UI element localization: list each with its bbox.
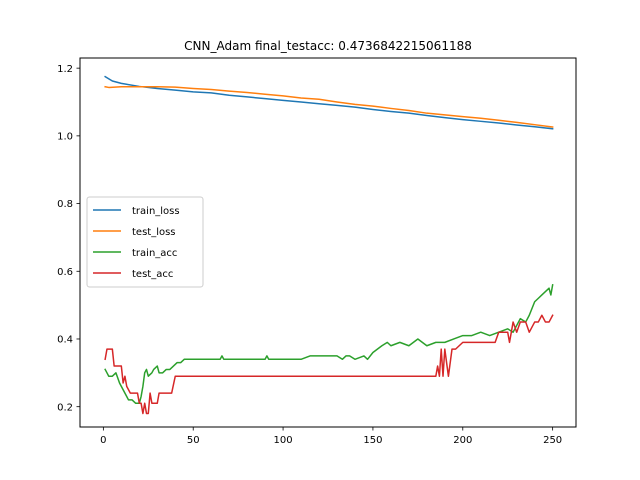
legend: train_loss test_loss train_acc test_acc [86, 196, 204, 288]
y-tick-label: 0.4 [57, 335, 73, 346]
series-line-test-loss [104, 85, 554, 128]
y-tick-label: 0.6 [57, 267, 73, 278]
y-axis: 0.2 0.4 0.6 0.8 1.0 1.2 [57, 64, 80, 413]
y-tick-label: 0.2 [57, 402, 73, 413]
legend-frame [86, 196, 204, 288]
x-tick-label: 100 [274, 435, 293, 446]
axes-frame [79, 57, 577, 428]
series-line-train-loss [104, 75, 554, 130]
chart-title: CNN_Adam final_testacc: 0.47368422150611… [184, 39, 472, 53]
legend-label: train_acc [132, 248, 177, 259]
x-tick-label: 200 [453, 435, 472, 446]
y-tick-label: 0.8 [57, 199, 73, 210]
x-axis: 0 50 100 150 200 250 [100, 427, 562, 446]
y-tick-label: 1.0 [57, 131, 73, 142]
x-tick-label: 150 [363, 435, 382, 446]
series-layer [104, 75, 554, 415]
legend-label: train_loss [132, 206, 180, 217]
legend-label: test_acc [132, 269, 173, 280]
y-tick-label: 1.2 [57, 64, 73, 75]
x-tick-label: 0 [100, 435, 106, 446]
legend-label: test_loss [132, 227, 176, 238]
x-tick-label: 50 [187, 435, 200, 446]
series-line-test-acc [104, 314, 554, 415]
x-tick-label: 250 [543, 435, 562, 446]
